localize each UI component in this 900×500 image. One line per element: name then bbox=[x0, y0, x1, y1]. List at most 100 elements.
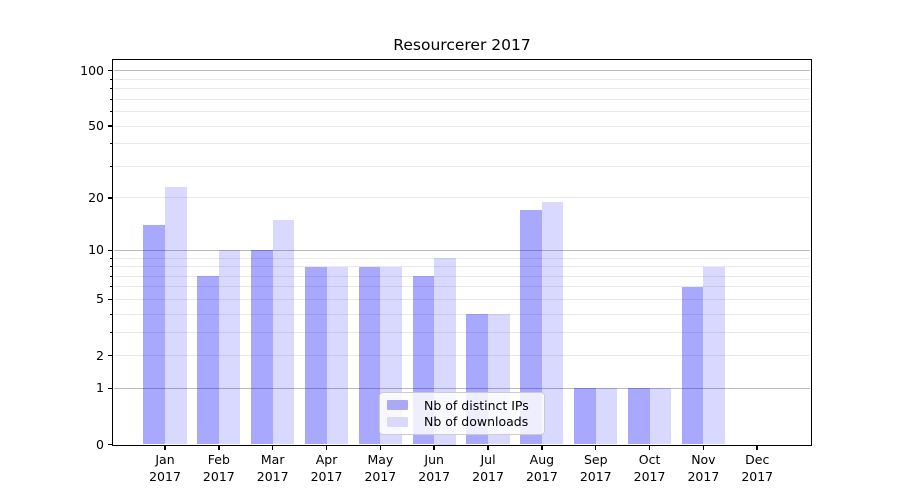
y-minor-tick bbox=[110, 331, 113, 333]
x-tick-month: Jan bbox=[155, 452, 175, 467]
y-minor-tick bbox=[110, 355, 113, 357]
x-tick-year: 2017 bbox=[310, 468, 343, 484]
minor-gridline bbox=[114, 257, 810, 259]
minor-gridline bbox=[114, 286, 810, 288]
x-tick-year: 2017 bbox=[364, 468, 397, 484]
x-tick bbox=[756, 446, 758, 451]
legend-swatch-downloads bbox=[387, 416, 408, 427]
bar-downloads bbox=[595, 388, 618, 445]
minor-gridline bbox=[114, 313, 810, 315]
bar-distinct-ips bbox=[627, 388, 650, 445]
bar-distinct-ips bbox=[304, 266, 327, 445]
x-tick-label: Mar 2017 bbox=[243, 452, 303, 485]
y-minor-tick bbox=[110, 165, 113, 167]
y-minor-tick bbox=[110, 197, 113, 199]
minor-gridline bbox=[114, 266, 810, 268]
minor-gridline bbox=[114, 125, 810, 127]
x-tick-label: Jul 2017 bbox=[458, 452, 518, 485]
legend-swatch-distinct-ips bbox=[387, 400, 408, 411]
minor-gridline bbox=[114, 78, 810, 80]
y-minor-tick bbox=[110, 111, 113, 113]
x-tick-label: Feb 2017 bbox=[189, 452, 249, 485]
x-tick-label: Apr 2017 bbox=[297, 452, 357, 485]
bar-distinct-ips bbox=[251, 250, 273, 445]
x-tick-year: 2017 bbox=[418, 468, 451, 484]
x-tick-month: May bbox=[367, 452, 394, 467]
y-minor-tick bbox=[110, 88, 113, 90]
bar-downloads bbox=[326, 266, 349, 445]
x-tick-month: Oct bbox=[638, 452, 661, 467]
x-tick-year: 2017 bbox=[256, 468, 289, 484]
x-tick-month: Aug bbox=[529, 452, 555, 467]
minor-gridline bbox=[114, 197, 810, 199]
x-tick-month: Nov bbox=[691, 452, 716, 467]
x-tick-label: Jan 2017 bbox=[135, 452, 195, 485]
y-tick bbox=[108, 69, 113, 72]
x-tick bbox=[379, 446, 382, 451]
y-tick-label: 5 bbox=[96, 291, 104, 307]
bar-distinct-ips bbox=[143, 225, 165, 445]
bar-downloads bbox=[703, 266, 725, 445]
y-tick-label: 20 bbox=[88, 189, 104, 205]
x-tick-label: May 2017 bbox=[350, 452, 410, 485]
bar-distinct-ips bbox=[197, 276, 219, 445]
x-tick-label: Aug 2017 bbox=[512, 452, 572, 485]
x-tick bbox=[541, 446, 543, 451]
x-tick-label: Nov 2017 bbox=[673, 452, 733, 485]
bar-distinct-ips bbox=[574, 388, 596, 445]
legend-label-downloads: Nb of downloads bbox=[424, 414, 529, 430]
x-tick-label: Sep 2017 bbox=[566, 452, 626, 485]
y-tick-label: 50 bbox=[88, 118, 104, 134]
x-tick-month: Mar bbox=[260, 452, 285, 467]
y-minor-tick bbox=[110, 257, 113, 259]
x-tick bbox=[271, 446, 274, 451]
minor-gridline bbox=[114, 98, 810, 100]
x-tick bbox=[487, 446, 489, 451]
y-minor-tick bbox=[110, 313, 113, 315]
major-gridline bbox=[114, 249, 810, 251]
x-tick-month: Dec bbox=[745, 452, 770, 467]
x-tick-month: Jun bbox=[424, 452, 444, 467]
y-minor-tick bbox=[110, 298, 113, 300]
legend-item-distinct-ips: Nb of distinct IPs bbox=[387, 397, 537, 414]
y-tick bbox=[108, 249, 113, 252]
x-tick-label: Dec 2017 bbox=[727, 452, 787, 485]
bar-distinct-ips bbox=[520, 210, 542, 445]
y-tick-label: 10 bbox=[88, 242, 104, 258]
y-tick bbox=[108, 387, 113, 390]
bar-downloads bbox=[165, 187, 187, 445]
y-minor-tick bbox=[110, 125, 113, 127]
legend: Nb of distinct IPs Nb of downloads bbox=[379, 392, 545, 435]
y-minor-tick bbox=[110, 78, 113, 80]
bar-downloads bbox=[649, 388, 672, 445]
minor-gridline bbox=[114, 355, 810, 357]
x-tick-year: 2017 bbox=[741, 468, 774, 484]
x-tick bbox=[218, 446, 220, 451]
y-tick-label: 1 bbox=[96, 380, 104, 396]
x-tick bbox=[325, 446, 328, 451]
x-tick-year: 2017 bbox=[579, 468, 612, 484]
x-tick-label: Jun 2017 bbox=[404, 452, 464, 485]
y-minor-tick bbox=[110, 143, 113, 145]
minor-gridline bbox=[114, 275, 810, 277]
x-tick-year: 2017 bbox=[687, 468, 720, 484]
x-tick-year: 2017 bbox=[149, 468, 181, 484]
x-tick bbox=[433, 446, 435, 451]
x-tick-month: Jul bbox=[480, 452, 496, 467]
chart-title: Resourcerer 2017 bbox=[393, 36, 531, 54]
minor-gridline bbox=[114, 88, 810, 90]
x-tick-year: 2017 bbox=[633, 468, 666, 484]
legend-label-distinct-ips: Nb of distinct IPs bbox=[424, 397, 529, 413]
y-tick-label: 100 bbox=[80, 62, 104, 78]
x-tick-label: Oct 2017 bbox=[620, 452, 680, 485]
y-minor-tick bbox=[110, 286, 113, 288]
plot-area bbox=[114, 61, 810, 445]
x-tick bbox=[594, 446, 597, 451]
minor-gridline bbox=[114, 111, 810, 113]
y-minor-tick bbox=[110, 266, 113, 268]
x-tick bbox=[648, 446, 651, 451]
major-gridline bbox=[114, 70, 810, 72]
minor-gridline bbox=[114, 331, 810, 333]
x-tick-month: Apr bbox=[315, 452, 338, 467]
